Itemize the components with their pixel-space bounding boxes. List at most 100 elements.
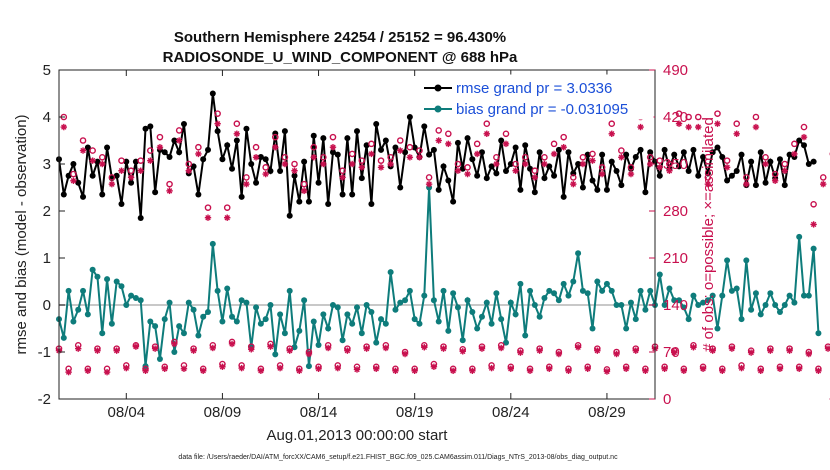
bias-point [719, 292, 726, 299]
legend: rmse grand pr = 3.0336 bias grand pr = -… [419, 74, 654, 120]
obs-possible-marker [646, 153, 654, 161]
rmse-point [267, 168, 274, 175]
bias-point [748, 306, 755, 313]
obs-assimilated-marker [296, 367, 303, 374]
rmse-point [113, 172, 120, 179]
rmse-point [180, 121, 187, 128]
obs-assimilated-marker [671, 349, 678, 356]
obs-assimilated-marker [84, 367, 92, 374]
y-tick-label: 2 [43, 203, 51, 220]
bias-point [531, 302, 538, 308]
bias-point [776, 309, 783, 316]
obs-possible-marker [685, 113, 692, 121]
legend-marker-rmse [434, 84, 442, 92]
y-tick-label: -1 [38, 344, 51, 361]
rmse-point [454, 139, 461, 146]
bias-point [647, 287, 654, 294]
obs-possible-marker [223, 204, 231, 211]
obs-assimilated-marker [166, 187, 173, 195]
obs-assimilated-marker [175, 137, 183, 144]
obs-assimilated-marker [478, 345, 486, 352]
obs-assimilated-marker [493, 160, 500, 168]
bias-point [233, 318, 240, 325]
obs-possible-marker [464, 164, 471, 171]
obs-assimilated-marker [622, 365, 630, 372]
obs-assimilated-marker [469, 367, 476, 374]
bias-point [517, 280, 524, 287]
obs-possible-marker [454, 160, 462, 168]
obs-assimilated-marker [113, 347, 120, 354]
bias-point [575, 250, 582, 257]
rmse-point [445, 177, 452, 184]
bias-point [733, 285, 740, 292]
rmse-point [402, 149, 409, 156]
obs-assimilated-marker [238, 364, 245, 372]
rmse-point [594, 186, 601, 193]
bias-point [469, 309, 476, 316]
bias-point [546, 287, 553, 294]
obs-assimilated-marker [512, 167, 519, 174]
obs-assimilated-marker [123, 364, 130, 372]
obs-possible-marker [127, 167, 135, 175]
bias-point [176, 323, 183, 330]
obs-possible-marker [387, 153, 394, 161]
rmse-point [123, 158, 130, 165]
obs-possible-marker [368, 140, 375, 148]
obs-possible-marker [781, 160, 789, 168]
rmse-point [209, 90, 216, 97]
bias-point [387, 269, 394, 276]
obs-possible-marker [348, 150, 356, 158]
obs-possible-marker [310, 143, 318, 151]
obs-possible-marker [406, 143, 414, 151]
obs-possible-marker [204, 204, 212, 211]
rmse-point [392, 144, 399, 151]
rmse-point [421, 123, 428, 130]
rmse-point [262, 156, 269, 163]
obs-possible-marker [541, 153, 548, 161]
obs-assimilated-marker [224, 214, 231, 221]
rmse-point [320, 135, 327, 142]
obs-assimilated-marker [685, 123, 692, 131]
obs-assimilated-marker [776, 365, 784, 372]
rmse-point [99, 191, 106, 198]
obs-possible-marker [723, 157, 731, 164]
obs-assimilated-marker [795, 365, 803, 372]
obs-assimilated-marker [690, 344, 697, 351]
obs-possible-marker [550, 140, 558, 148]
bias-point [411, 316, 418, 323]
rmse-point [171, 137, 178, 144]
obs-assimilated-marker [632, 347, 639, 354]
obs-assimilated-marker [733, 130, 740, 137]
bias-point [123, 302, 130, 308]
obs-possible-marker [608, 120, 616, 128]
obs-possible-marker [694, 113, 702, 121]
obs-assimilated-marker [459, 348, 466, 355]
obs-assimilated-marker [406, 154, 414, 161]
obs-possible-marker [118, 157, 125, 164]
rmse-point [637, 146, 644, 153]
rmse-point [166, 153, 173, 160]
bias-point [570, 278, 577, 285]
rmse-point [613, 168, 620, 175]
rmse-point [685, 168, 692, 175]
rmse-point [137, 215, 144, 222]
rmse-point [546, 163, 553, 170]
obs-possible-marker [762, 153, 769, 161]
obs-assimilated-marker [642, 367, 649, 374]
bias-point [801, 292, 807, 299]
x-tick-label: 08/19 [396, 404, 434, 421]
bias-point [315, 341, 322, 348]
rmse-point [661, 146, 668, 153]
obs-possible-marker [810, 200, 817, 208]
obs-assimilated-marker [767, 347, 774, 354]
y-right-tick-label: 350 [663, 156, 688, 173]
obs-assimilated-marker [262, 170, 269, 178]
obs-possible-marker [531, 167, 539, 175]
obs-assimilated-marker [329, 144, 337, 151]
obs-assimilated-marker [219, 363, 226, 370]
rmse-point [128, 179, 135, 186]
y-tick-label: 1 [43, 250, 51, 267]
bias-point [267, 302, 274, 308]
bias-point [344, 311, 351, 318]
bias-point [661, 302, 668, 308]
